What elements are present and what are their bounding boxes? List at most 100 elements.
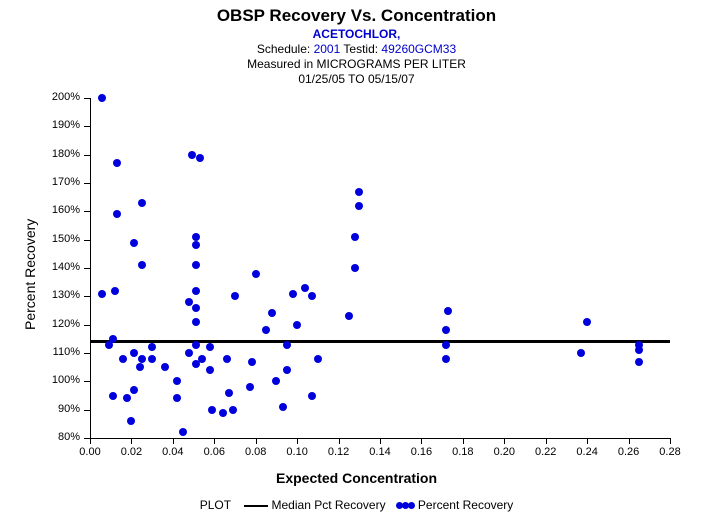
- data-point: [123, 394, 131, 402]
- data-point: [442, 355, 450, 363]
- legend-line-icon: [244, 505, 268, 507]
- y-tick-label: 90%: [0, 403, 80, 415]
- data-point: [161, 363, 169, 371]
- data-point: [208, 406, 216, 414]
- data-point: [283, 366, 291, 374]
- data-point: [289, 290, 297, 298]
- y-tick: [84, 183, 90, 184]
- data-point: [113, 159, 121, 167]
- testid-value: 49260GCM33: [381, 42, 456, 56]
- x-tick-label: 0.16: [401, 446, 441, 458]
- data-point: [113, 210, 121, 218]
- data-point: [351, 264, 359, 272]
- x-tick: [670, 438, 671, 444]
- x-tick: [546, 438, 547, 444]
- data-point: [173, 394, 181, 402]
- y-tick-label: 140%: [0, 261, 80, 273]
- data-point: [185, 349, 193, 357]
- data-point: [192, 287, 200, 295]
- chart-subtitle-units: Measured in MICROGRAMS PER LITER: [0, 57, 713, 71]
- plot-area: [90, 98, 671, 439]
- y-tick-label: 100%: [0, 374, 80, 386]
- chart-subtitle-analyte: ACETOCHLOR,: [0, 27, 713, 41]
- legend-plot-label: PLOT: [200, 498, 231, 512]
- y-tick: [84, 155, 90, 156]
- x-tick: [297, 438, 298, 444]
- x-tick: [463, 438, 464, 444]
- data-point: [252, 270, 260, 278]
- data-point: [98, 290, 106, 298]
- x-tick: [214, 438, 215, 444]
- data-point: [225, 389, 233, 397]
- y-tick-label: 80%: [0, 431, 80, 443]
- x-tick-label: 0.00: [70, 446, 110, 458]
- data-point: [179, 428, 187, 436]
- testid-label: Testid:: [340, 42, 381, 56]
- data-point: [192, 233, 200, 241]
- chart-title: OBSP Recovery Vs. Concentration: [0, 6, 713, 26]
- data-point: [314, 355, 322, 363]
- schedule-label: Schedule:: [257, 42, 314, 56]
- x-tick: [380, 438, 381, 444]
- data-point: [138, 355, 146, 363]
- data-point: [127, 417, 135, 425]
- data-point: [109, 335, 117, 343]
- data-point: [442, 326, 450, 334]
- y-tick-label: 150%: [0, 233, 80, 245]
- data-point: [192, 304, 200, 312]
- data-point: [229, 406, 237, 414]
- y-tick-label: 110%: [0, 346, 80, 358]
- x-tick: [629, 438, 630, 444]
- data-point: [223, 355, 231, 363]
- data-point: [355, 188, 363, 196]
- x-tick-label: 0.06: [194, 446, 234, 458]
- x-tick-label: 0.10: [277, 446, 317, 458]
- y-tick-label: 170%: [0, 176, 80, 188]
- data-point: [635, 358, 643, 366]
- y-tick: [84, 98, 90, 99]
- data-point: [206, 366, 214, 374]
- data-point: [219, 409, 227, 417]
- y-tick-label: 190%: [0, 119, 80, 131]
- schedule-value: 2001: [314, 42, 341, 56]
- x-tick-label: 0.28: [650, 446, 690, 458]
- x-tick-label: 0.02: [111, 446, 151, 458]
- chart-subtitle-dates: 01/25/05 TO 05/15/07: [0, 72, 713, 86]
- data-point: [248, 358, 256, 366]
- data-point: [192, 341, 200, 349]
- data-point: [130, 386, 138, 394]
- data-point: [272, 377, 280, 385]
- y-tick: [84, 126, 90, 127]
- data-point: [111, 287, 119, 295]
- data-point: [351, 233, 359, 241]
- y-tick: [84, 381, 90, 382]
- data-point: [442, 341, 450, 349]
- data-point: [98, 94, 106, 102]
- median-line: [90, 340, 670, 343]
- data-point: [444, 307, 452, 315]
- x-tick-label: 0.18: [443, 446, 483, 458]
- data-point: [188, 151, 196, 159]
- y-tick: [84, 296, 90, 297]
- x-tick: [421, 438, 422, 444]
- legend: PLOT Median Pct Recovery Percent Recover…: [0, 498, 713, 512]
- x-tick-label: 0.14: [360, 446, 400, 458]
- y-tick: [84, 325, 90, 326]
- analyte-name: ACETOCHLOR,: [313, 27, 401, 41]
- x-tick: [339, 438, 340, 444]
- x-tick: [256, 438, 257, 444]
- y-tick-label: 160%: [0, 204, 80, 216]
- x-tick: [173, 438, 174, 444]
- y-tick: [84, 410, 90, 411]
- data-point: [301, 284, 309, 292]
- data-point: [192, 318, 200, 326]
- y-tick-label: 130%: [0, 289, 80, 301]
- x-tick-label: 0.22: [526, 446, 566, 458]
- data-point: [136, 363, 144, 371]
- y-tick-label: 120%: [0, 318, 80, 330]
- x-tick-label: 0.20: [484, 446, 524, 458]
- y-tick-label: 180%: [0, 148, 80, 160]
- x-tick: [90, 438, 91, 444]
- x-tick-label: 0.12: [319, 446, 359, 458]
- legend-median-label: Median Pct Recovery: [272, 498, 386, 512]
